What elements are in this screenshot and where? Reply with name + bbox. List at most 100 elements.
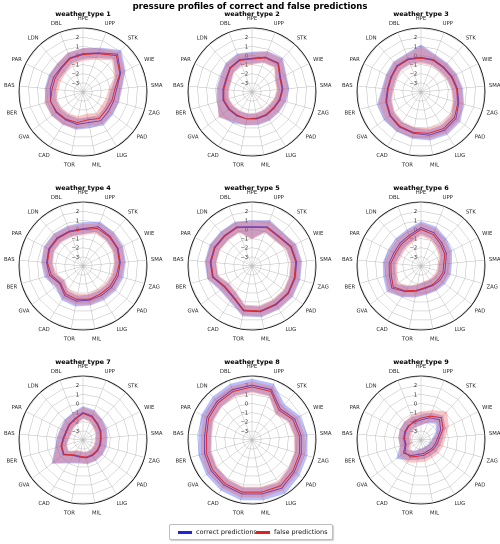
spoke: [39, 392, 84, 441]
category-label: TOR: [401, 337, 413, 343]
category-label: DBL: [220, 195, 231, 201]
category-label: LUG: [117, 327, 128, 333]
spoke: [420, 206, 445, 267]
spoke: [251, 91, 314, 110]
r-tick-label: −3: [241, 429, 248, 435]
r-tick-label: −2: [241, 420, 248, 426]
r-tick-label: −3: [72, 255, 79, 261]
chart-title: weather type 6: [393, 184, 449, 192]
r-tick-label: 1: [245, 44, 248, 50]
r-tick-label: −1: [72, 63, 79, 69]
category-label: UPP: [105, 369, 116, 375]
chart-title: weather type 5: [224, 184, 280, 192]
legend: correct predictions false predictions: [169, 524, 333, 540]
category-label: UPP: [274, 21, 285, 27]
category-label: ZAG: [318, 458, 329, 464]
category-label: DBL: [51, 369, 62, 375]
category-label: WIE: [482, 405, 493, 411]
spoke: [82, 392, 127, 441]
category-label: GVA: [187, 135, 198, 141]
r-tick-label: 1: [245, 218, 248, 224]
grid-ring: [224, 238, 280, 294]
spoke: [420, 91, 455, 147]
category-label: PAD: [137, 135, 148, 141]
r-tick-label: −3: [72, 429, 79, 435]
category-label: TOR: [232, 511, 244, 517]
category-label: DBL: [389, 195, 400, 201]
grid-ring: [37, 220, 129, 312]
correct-line: [385, 56, 460, 136]
category-label: HPE: [247, 364, 258, 370]
correct-line: [388, 227, 447, 293]
category-label: PAR: [181, 405, 191, 411]
spoke: [363, 411, 422, 441]
spoke: [70, 265, 84, 329]
category-label: MIL: [261, 163, 270, 169]
category-label: DBL: [220, 21, 231, 27]
category-label: ZAG: [149, 110, 160, 116]
category-label: BAS: [4, 257, 15, 263]
spoke: [420, 259, 485, 267]
category-label: TOR: [63, 337, 75, 343]
chart-title: weather type 1: [55, 10, 111, 18]
grid-ring: [197, 210, 307, 321]
category-label: LUG: [455, 327, 466, 333]
category-label: HPE: [416, 190, 427, 196]
spoke: [420, 265, 483, 284]
grid-ring: [366, 384, 476, 495]
category-label: WIE: [144, 405, 155, 411]
false-line: [61, 412, 101, 458]
spoke: [420, 265, 473, 305]
spoke: [420, 433, 485, 441]
category-label: UPP: [443, 21, 454, 27]
category-label: SMA: [320, 83, 332, 89]
spoke: [82, 237, 141, 267]
category-label: BAS: [342, 83, 353, 89]
category-label: CAD: [38, 327, 49, 333]
grid-ring: [19, 27, 147, 156]
spoke: [70, 91, 84, 155]
r-tick-label: 1: [414, 392, 417, 398]
category-label: STK: [128, 383, 139, 389]
spoke: [397, 380, 422, 441]
category-label: BAS: [173, 257, 184, 263]
category-label: PAR: [12, 405, 22, 411]
legend-label-false: false predictions: [274, 528, 328, 536]
r-tick-label: 2: [245, 35, 248, 41]
spoke: [420, 439, 434, 503]
grid-ring: [215, 403, 289, 477]
false-line: [404, 415, 444, 458]
spoke: [82, 411, 141, 441]
grid-ring: [73, 256, 93, 276]
spoke: [218, 91, 253, 147]
legend-label-correct: correct predictions: [196, 528, 257, 536]
spoke: [31, 265, 84, 305]
category-label: LUG: [455, 153, 466, 159]
grid-ring: [64, 73, 102, 111]
spoke: [363, 63, 422, 93]
grid-ring: [233, 421, 271, 459]
false-line: [205, 386, 300, 493]
grid-ring: [384, 55, 458, 129]
r-tick-label: −1: [241, 411, 248, 417]
spoke: [21, 439, 84, 458]
category-label: ZAG: [487, 284, 498, 290]
spoke: [190, 439, 253, 458]
grid-ring: [224, 412, 280, 468]
spoke: [420, 265, 434, 329]
spoke: [188, 259, 253, 267]
spoke: [59, 380, 84, 441]
category-label: LUG: [286, 327, 297, 333]
spoke: [420, 85, 485, 93]
spoke: [82, 63, 141, 93]
spoke: [228, 32, 253, 93]
grid-ring: [242, 430, 262, 450]
category-label: GVA: [356, 483, 367, 489]
spoke: [377, 392, 422, 441]
category-label: ZAG: [318, 284, 329, 290]
category-label: LUG: [455, 501, 466, 507]
correct-band: [377, 44, 465, 141]
spoke: [420, 392, 465, 441]
category-label: LDN: [28, 383, 39, 389]
